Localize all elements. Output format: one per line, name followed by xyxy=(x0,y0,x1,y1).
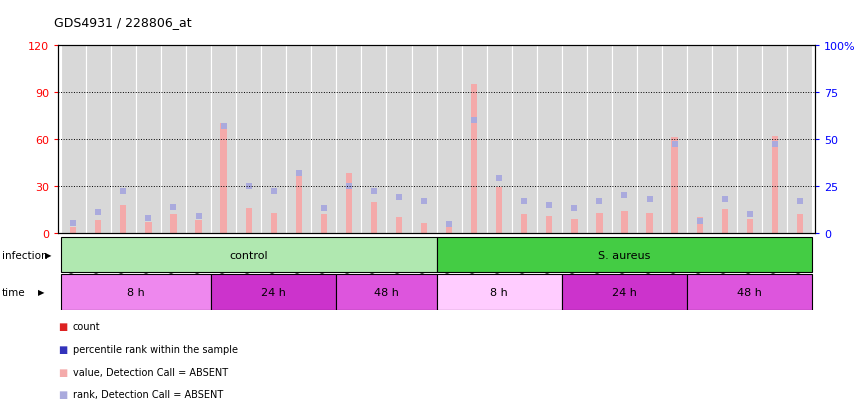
Bar xyxy=(170,215,176,233)
Text: 24 h: 24 h xyxy=(261,287,286,297)
Bar xyxy=(712,45,737,233)
Bar xyxy=(61,275,211,310)
Text: infection: infection xyxy=(2,250,47,260)
Bar xyxy=(521,215,527,233)
Text: ■: ■ xyxy=(58,321,68,331)
Bar xyxy=(412,45,437,233)
Text: 8 h: 8 h xyxy=(127,287,145,297)
Bar xyxy=(737,45,763,233)
Bar xyxy=(687,275,812,310)
Text: value, Detection Call = ABSENT: value, Detection Call = ABSENT xyxy=(73,367,228,377)
Text: ■: ■ xyxy=(58,367,68,377)
Bar xyxy=(295,177,302,233)
Bar xyxy=(371,202,377,233)
Bar xyxy=(395,218,402,233)
Text: ▶: ▶ xyxy=(38,288,45,297)
Bar xyxy=(86,45,110,233)
Bar xyxy=(496,188,502,233)
Bar xyxy=(461,45,487,233)
Bar xyxy=(437,45,461,233)
Bar xyxy=(70,228,76,233)
Bar xyxy=(612,45,637,233)
Text: time: time xyxy=(2,287,26,297)
Bar xyxy=(437,237,812,273)
Bar xyxy=(746,219,753,233)
Bar xyxy=(471,85,478,233)
Text: 48 h: 48 h xyxy=(737,287,762,297)
Bar xyxy=(386,45,412,233)
Bar xyxy=(211,275,336,310)
Bar xyxy=(361,45,386,233)
Bar xyxy=(346,174,352,233)
Bar xyxy=(571,219,578,233)
Text: 8 h: 8 h xyxy=(490,287,508,297)
Bar xyxy=(195,221,202,233)
Text: control: control xyxy=(229,250,268,260)
Text: ▶: ▶ xyxy=(45,251,51,259)
Text: ■: ■ xyxy=(58,389,68,399)
Bar xyxy=(446,225,452,233)
Bar xyxy=(261,45,286,233)
Bar xyxy=(437,275,562,310)
Bar xyxy=(270,213,276,233)
Bar xyxy=(562,275,687,310)
Bar xyxy=(562,45,587,233)
Bar xyxy=(236,45,261,233)
Text: GDS4931 / 228806_at: GDS4931 / 228806_at xyxy=(54,16,192,29)
Bar xyxy=(546,216,552,233)
Bar xyxy=(621,211,627,233)
Text: percentile rank within the sample: percentile rank within the sample xyxy=(73,344,238,354)
Bar xyxy=(136,45,161,233)
Bar xyxy=(512,45,537,233)
Text: rank, Detection Call = ABSENT: rank, Detection Call = ABSENT xyxy=(73,389,223,399)
Bar xyxy=(211,45,236,233)
Bar xyxy=(95,221,101,233)
Text: S. aureus: S. aureus xyxy=(598,250,651,260)
Bar xyxy=(662,45,687,233)
Text: ■: ■ xyxy=(58,344,68,354)
Bar xyxy=(186,45,211,233)
Bar xyxy=(336,45,361,233)
Bar xyxy=(687,45,712,233)
Bar xyxy=(763,45,788,233)
Bar xyxy=(110,45,136,233)
Bar xyxy=(286,45,312,233)
Bar xyxy=(336,275,437,310)
Bar xyxy=(421,224,427,233)
Bar xyxy=(637,45,662,233)
Bar xyxy=(797,215,803,233)
Bar xyxy=(221,124,227,233)
Bar xyxy=(61,45,86,233)
Bar xyxy=(120,205,127,233)
Bar xyxy=(646,213,652,233)
Bar xyxy=(321,215,327,233)
Bar xyxy=(161,45,186,233)
Bar xyxy=(772,136,778,233)
Bar xyxy=(537,45,562,233)
Text: count: count xyxy=(73,321,100,331)
Text: 48 h: 48 h xyxy=(374,287,399,297)
Bar xyxy=(697,218,703,233)
Bar xyxy=(487,45,512,233)
Bar xyxy=(312,45,336,233)
Bar xyxy=(246,208,252,233)
Bar xyxy=(788,45,812,233)
Bar xyxy=(587,45,612,233)
Bar xyxy=(722,210,728,233)
Bar xyxy=(61,237,437,273)
Text: 24 h: 24 h xyxy=(612,287,637,297)
Bar xyxy=(671,138,678,233)
Bar xyxy=(146,222,152,233)
Bar xyxy=(597,213,603,233)
